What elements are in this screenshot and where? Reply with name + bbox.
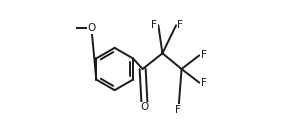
Text: F: F (201, 78, 206, 88)
Text: F: F (177, 20, 183, 30)
Text: F: F (175, 104, 180, 115)
Text: O: O (141, 102, 149, 112)
Text: F: F (151, 20, 157, 30)
Text: O: O (87, 23, 96, 33)
Text: F: F (201, 50, 206, 60)
